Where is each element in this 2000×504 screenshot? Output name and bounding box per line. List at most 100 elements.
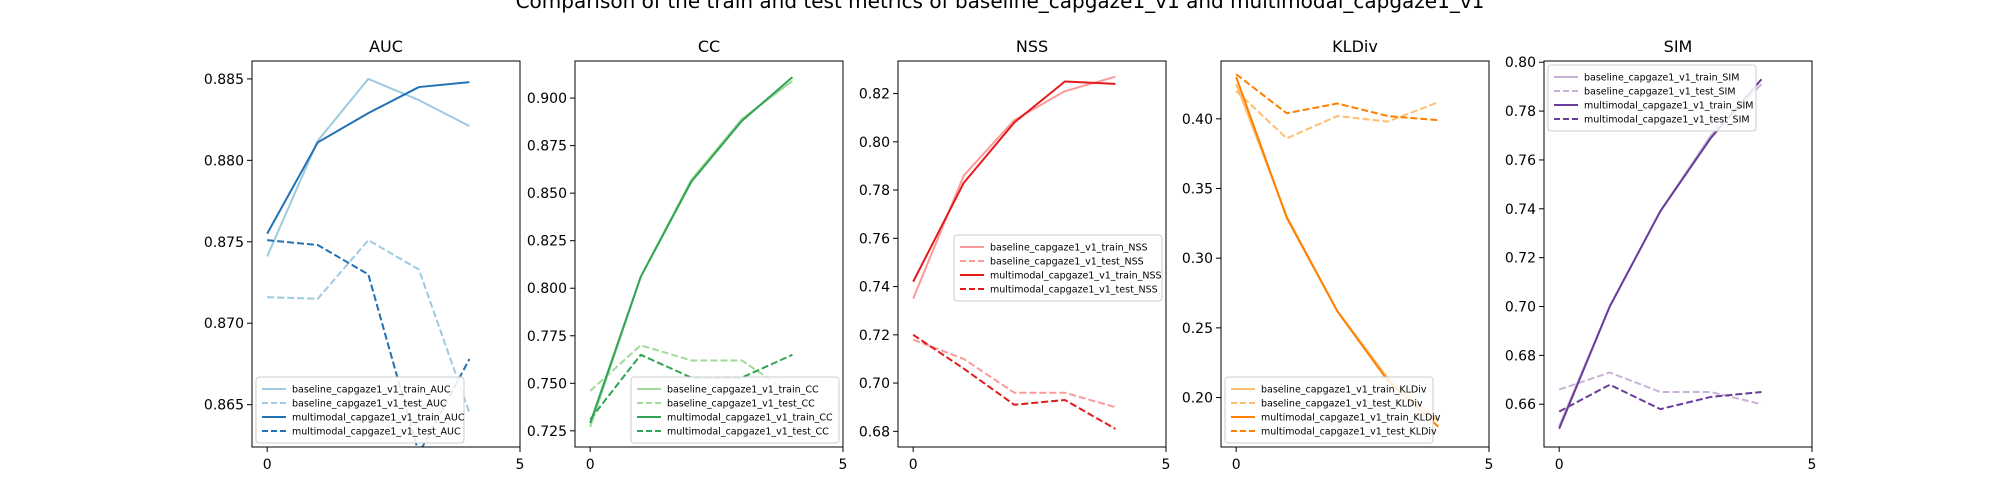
y-tick-label-cc: 0.875: [527, 139, 567, 155]
x-tick-label-nss: 0: [909, 457, 918, 473]
y-tick-label-auc: 0.875: [204, 235, 244, 251]
y-tick-label-cc: 0.775: [527, 329, 567, 345]
y-tick-label-sim: 0.78: [1505, 104, 1536, 120]
series-line-multimodal_capgaze1_v1_train_AUC: [266, 81, 470, 235]
x-tick-label-sim: 0: [1555, 457, 1564, 473]
series-line-multimodal_capgaze1_v1_train_KLDiv: [1235, 76, 1440, 428]
y-tick-label-sim: 0.74: [1505, 202, 1536, 218]
y-tick-label-sim: 0.80: [1505, 55, 1536, 71]
series-line-baseline_capgaze1_v1_train_KLDiv: [1235, 83, 1440, 422]
series-line-baseline_capgaze1_v1_test_NSS: [912, 338, 1116, 409]
legend-box-auc: [255, 376, 465, 444]
panel-nss: NSS 0.68 0.70 0.72 0.74 0.76 0.78 0.80 0.82 0 5 bas…: [859, 37, 1171, 473]
legend-auc: baseline_capgaze1_v1_train_AUC baseline_c…: [255, 376, 465, 444]
y-tick-label-auc: 0.870: [204, 316, 244, 332]
series-line-baseline_capgaze1_v1_test_KLDiv: [1235, 90, 1439, 140]
axes-frame-sim: [1543, 60, 1813, 448]
y-tick-label-sim: 0.68: [1505, 348, 1536, 364]
panel-sim: SIM 0.66 0.68 0.70 0.72 0.74 0.76 0.78 0.80 0 5 bas…: [1505, 37, 1817, 473]
legend-label-multimodal_capgaze1_v1_test_KLDiv: multimodal_capgaze1_v1_test_KLDiv: [1261, 427, 1437, 438]
legend-label-multimodal_capgaze1_v1_train_NSS: multimodal_capgaze1_v1_train_NSS: [990, 271, 1162, 282]
series-group-cc: [589, 76, 794, 428]
axes-frame-cc: [574, 60, 844, 448]
x-tick-label-nss: 5: [1162, 457, 1171, 473]
panel-cc: CC 0.725 0.750 0.775 0.800 0.825 0.850 0.875 0.9…: [527, 37, 848, 473]
x-tick-label-auc: 5: [516, 457, 525, 473]
legend-label-baseline_capgaze1_v1_train_KLDiv: baseline_capgaze1_v1_train_KLDiv: [1261, 385, 1427, 396]
series-line-baseline_capgaze1_v1_train_AUC: [266, 77, 470, 257]
axes-frame-nss: [897, 60, 1167, 448]
y-tick-label-auc: 0.865: [204, 398, 244, 414]
series-line-baseline_capgaze1_v1_test_SIM: [1558, 371, 1762, 406]
legend-label-multimodal_capgaze1_v1_train_CC: multimodal_capgaze1_v1_train_CC: [667, 413, 833, 424]
legend-label-multimodal_capgaze1_v1_test_CC: multimodal_capgaze1_v1_test_CC: [667, 427, 829, 438]
legend-label-multimodal_capgaze1_v1_test_NSS: multimodal_capgaze1_v1_test_NSS: [990, 285, 1158, 296]
legend-label-baseline_capgaze1_v1_train_NSS: baseline_capgaze1_v1_train_NSS: [990, 243, 1148, 254]
legend-label-baseline_capgaze1_v1_test_SIM: baseline_capgaze1_v1_test_SIM: [1584, 87, 1736, 98]
y-tick-label-nss: 0.70: [859, 376, 890, 392]
series-line-multimodal_capgaze1_v1_train_SIM: [1558, 78, 1763, 430]
axes-frame-kldiv: [1220, 60, 1490, 448]
legend-label-baseline_capgaze1_v1_test_CC: baseline_capgaze1_v1_test_CC: [667, 399, 815, 410]
y-tick-label-kldiv: 0.35: [1182, 182, 1213, 198]
y-tick-label-cc: 0.725: [527, 424, 567, 440]
y-tick-label-sim: 0.76: [1505, 153, 1536, 169]
y-tick-label-cc: 0.800: [527, 281, 567, 297]
panel-title-kldiv: KLDiv: [1332, 37, 1378, 56]
legend-label-multimodal_capgaze1_v1_test_SIM: multimodal_capgaze1_v1_test_SIM: [1584, 115, 1750, 126]
y-tick-label-sim: 0.70: [1505, 300, 1536, 316]
y-tick-label-auc: 0.885: [204, 72, 244, 88]
figure-suptitle: Comparison of the train and test metrics…: [516, 0, 1485, 13]
x-tick-label-kldiv: 5: [1485, 457, 1494, 473]
series-line-multimodal_capgaze1_v1_test_KLDiv: [1235, 73, 1439, 122]
y-tick-label-cc: 0.900: [527, 91, 567, 107]
series-line-baseline_capgaze1_v1_test_CC: [589, 344, 793, 396]
y-tick-label-nss: 0.78: [859, 183, 890, 199]
series-line-multimodal_capgaze1_v1_train_NSS: [912, 80, 1116, 283]
x-tick-label-sim: 5: [1808, 457, 1817, 473]
series-group-sim: [1558, 78, 1763, 430]
legend-label-baseline_capgaze1_v1_train_CC: baseline_capgaze1_v1_train_CC: [667, 385, 819, 396]
legend-label-baseline_capgaze1_v1_train_SIM: baseline_capgaze1_v1_train_SIM: [1584, 73, 1739, 84]
panel-title-sim: SIM: [1664, 37, 1693, 56]
y-tick-label-nss: 0.76: [859, 231, 890, 247]
y-tick-label-cc: 0.825: [527, 234, 567, 250]
y-tick-label-nss: 0.68: [859, 424, 890, 440]
y-tick-label-kldiv: 0.25: [1182, 321, 1213, 337]
legend-label-multimodal_capgaze1_v1_train_AUC: multimodal_capgaze1_v1_train_AUC: [292, 413, 465, 424]
series-line-multimodal_capgaze1_v1_test_NSS: [912, 333, 1116, 430]
legend-label-baseline_capgaze1_v1_test_NSS: baseline_capgaze1_v1_test_NSS: [990, 257, 1144, 268]
legend-label-multimodal_capgaze1_v1_train_SIM: multimodal_capgaze1_v1_train_SIM: [1584, 101, 1753, 112]
legend-label-baseline_capgaze1_v1_test_KLDiv: baseline_capgaze1_v1_test_KLDiv: [1261, 399, 1423, 410]
y-tick-label-nss: 0.74: [859, 280, 890, 296]
legend-label-baseline_capgaze1_v1_train_AUC: baseline_capgaze1_v1_train_AUC: [292, 385, 451, 396]
legend-nss: baseline_capgaze1_v1_train_NSS baseline_c…: [953, 234, 1163, 302]
y-tick-label-kldiv: 0.20: [1182, 391, 1213, 407]
legend-box-cc: [630, 376, 840, 444]
legend-sim: baseline_capgaze1_v1_train_SIM baseline_c…: [1547, 64, 1757, 132]
legend-box-nss: [953, 234, 1163, 302]
x-tick-label-cc: 0: [586, 457, 595, 473]
legend-cc: baseline_capgaze1_v1_train_CC baseline_ca…: [630, 376, 840, 444]
series-line-baseline_capgaze1_v1_train_SIM: [1558, 83, 1763, 427]
series-line-baseline_capgaze1_v1_test_AUC: [267, 239, 471, 414]
x-tick-label-auc: 0: [263, 457, 272, 473]
y-tick-label-nss: 0.82: [859, 87, 890, 103]
y-tick-label-cc: 0.850: [527, 186, 567, 202]
panel-auc: AUC 0.865 0.870 0.875 0.880 0.885 0 5 baseline_c…: [204, 37, 525, 473]
legend-label-multimodal_capgaze1_v1_test_AUC: multimodal_capgaze1_v1_test_AUC: [292, 427, 461, 438]
series-group-kldiv: [1235, 73, 1440, 428]
panel-title-nss: NSS: [1016, 37, 1048, 56]
series-line-multimodal_capgaze1_v1_train_CC: [589, 76, 794, 424]
legend-label-multimodal_capgaze1_v1_train_KLDiv: multimodal_capgaze1_v1_train_KLDiv: [1261, 413, 1441, 424]
series-line-multimodal_capgaze1_v1_test_SIM: [1558, 383, 1762, 413]
y-tick-label-auc: 0.880: [204, 153, 244, 169]
x-tick-label-cc: 5: [839, 457, 848, 473]
y-tick-label-nss: 0.72: [859, 328, 890, 344]
series-line-multimodal_capgaze1_v1_test_CC: [589, 353, 793, 421]
axes-frame-auc: [251, 60, 521, 448]
legend-box-sim: [1547, 64, 1757, 132]
series-group-nss: [912, 75, 1116, 430]
legend-kldiv: baseline_capgaze1_v1_train_KLDiv baseline…: [1224, 376, 1441, 444]
